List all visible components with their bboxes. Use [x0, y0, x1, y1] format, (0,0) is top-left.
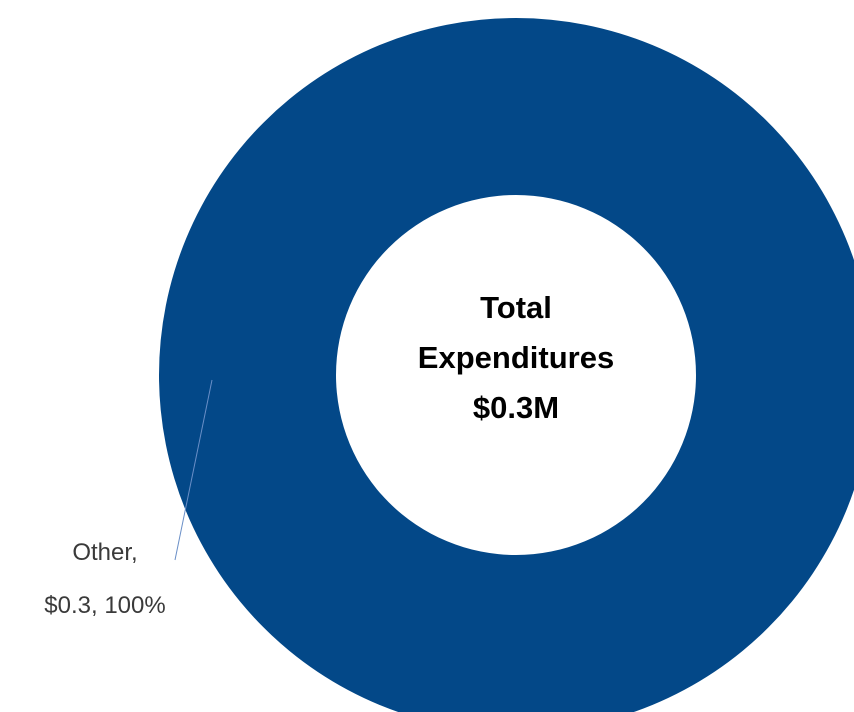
- slice-leader-line: [174, 379, 213, 561]
- slice-label: Other, $0.3, 100%: [44, 539, 165, 619]
- center-label-line-1: Total: [480, 290, 552, 325]
- center-label-line-3: $0.3M: [473, 390, 559, 425]
- donut-slices: [159, 18, 854, 712]
- slice-label-line-2: $0.3, 100%: [44, 592, 165, 619]
- donut-slice-other: [159, 18, 854, 712]
- center-label: Total Expenditures $0.3M: [418, 290, 614, 425]
- slice-label-line-1: Other,: [72, 539, 137, 566]
- center-label-line-2: Expenditures: [418, 340, 614, 375]
